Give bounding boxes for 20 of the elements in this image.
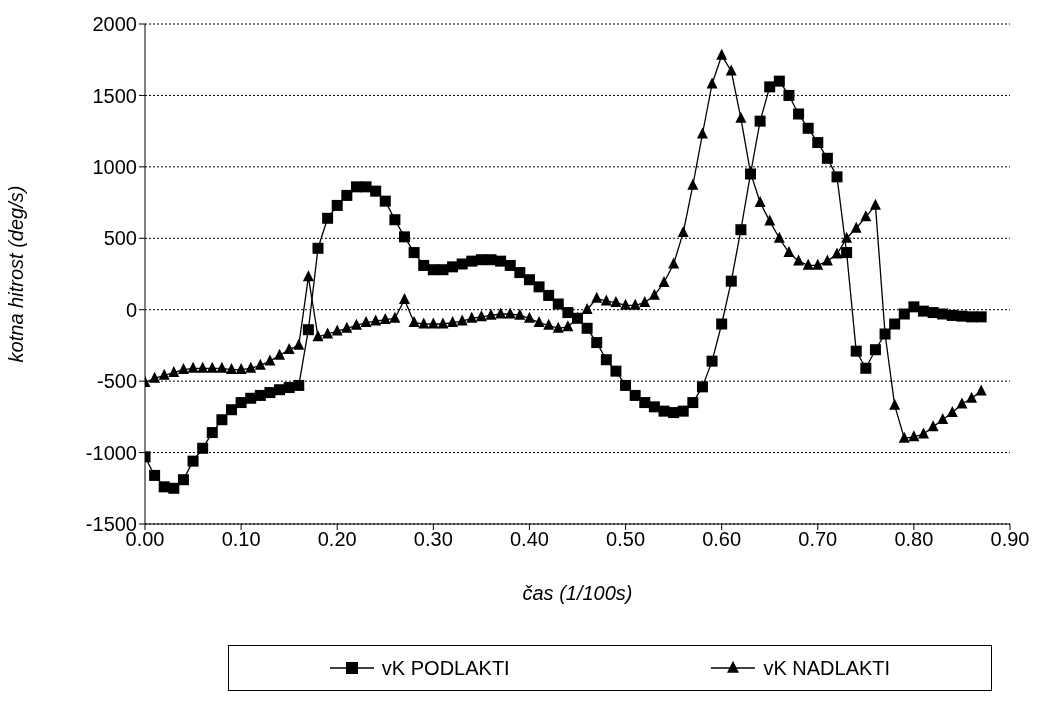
y-tick-label: 1500: [92, 84, 137, 107]
y-tick-label: 2000: [92, 13, 137, 36]
legend-label: vK NADLAKTI: [763, 656, 891, 680]
y-tick-label: 1000: [92, 155, 137, 178]
legend-label: vK PODLAKTI: [381, 656, 510, 680]
x-tick-label: 0.80: [894, 528, 934, 551]
x-tick-label: 0.60: [702, 528, 742, 551]
x-tick-label: 0.70: [798, 528, 838, 551]
y-tick-label: -500: [96, 370, 137, 393]
y-tick-label: -1000: [85, 441, 137, 464]
y-tick-label: 500: [103, 227, 137, 250]
y-tick-label: 0: [125, 298, 137, 321]
x-tick-label: 0.30: [413, 528, 453, 551]
x-axis-title: čas (1/100s): [522, 582, 633, 604]
x-tick-label: 0.20: [317, 528, 357, 551]
x-tick-label: 0.10: [221, 528, 261, 551]
y-axis-title: kotna hitrost (deg/s): [5, 185, 28, 363]
x-tick-label: 0.40: [509, 528, 549, 551]
x-tick-label: 0.50: [606, 528, 646, 551]
x-tick-label: 0.90: [990, 528, 1030, 551]
